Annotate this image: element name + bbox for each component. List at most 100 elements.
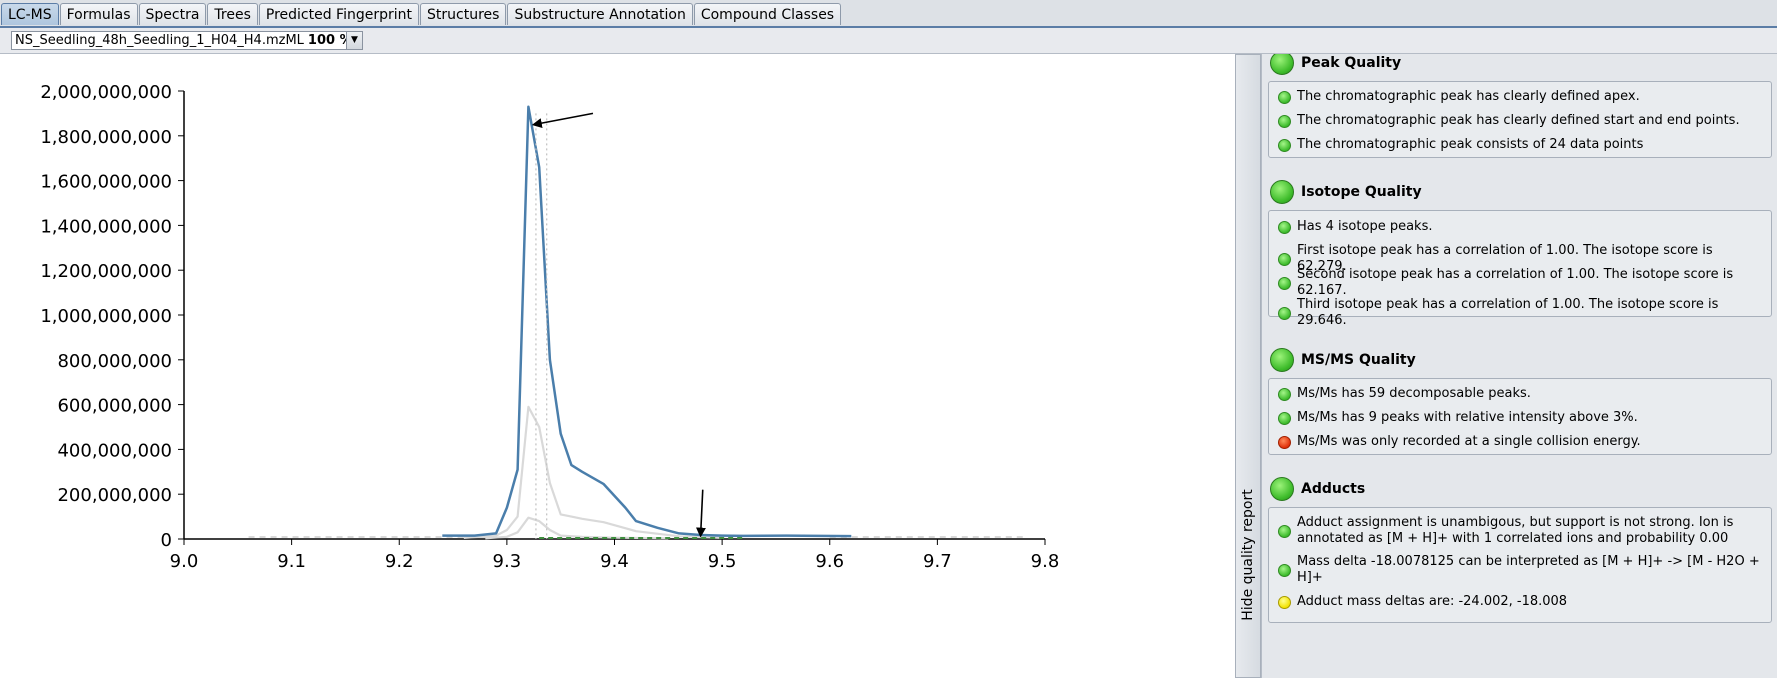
x-tick-label: 9.4	[600, 551, 629, 572]
status-ok-icon	[1278, 306, 1291, 320]
main-ion-trace	[442, 105, 852, 538]
tab-compound-classes[interactable]: Compound Classes	[693, 3, 842, 25]
x-tick-label: 9.0	[170, 551, 199, 572]
list-item: Second isotope peak has a correlation of…	[1278, 267, 1765, 299]
annotation-arrow	[531, 112, 594, 129]
isotope-trace	[463, 405, 723, 539]
status-ok-icon	[1278, 252, 1291, 266]
status-ok-icon	[1278, 524, 1291, 538]
tab-predicted-fingerprint[interactable]: Predicted Fingerprint	[258, 3, 420, 25]
selected-percent-label: 100 %	[307, 33, 353, 48]
status-ok-icon	[1278, 563, 1291, 577]
tab-substructure-annotation[interactable]: Substructure Annotation	[507, 3, 693, 25]
tab-structures[interactable]: Structures	[420, 3, 507, 25]
quality-report-panel: Peak Quality The chromatographic peak ha…	[1261, 54, 1777, 678]
quality-item-text: Ms/Ms has 59 decomposable peaks.	[1297, 386, 1531, 401]
y-tick-label: 600,000,000	[57, 396, 172, 417]
isotope-quality-box: Has 4 isotope peaks. First isotope peak …	[1268, 210, 1772, 328]
y-tick-label: 1,200,000,000	[40, 261, 172, 282]
status-ok-icon	[1278, 114, 1291, 128]
list-item: Ms/Ms has 9 peaks with relative intensit…	[1278, 410, 1765, 426]
annotation-arrow	[695, 489, 706, 538]
peak-quality-status-icon	[1270, 54, 1294, 75]
msms-quality-title: MS/MS Quality	[1301, 352, 1416, 368]
quality-item-text: Ms/Ms was only recorded at a single coll…	[1297, 434, 1641, 449]
quality-item-text: First isotope peak has a correlation of …	[1297, 243, 1713, 274]
msms-quality-status-icon	[1270, 348, 1294, 372]
quality-item-text: Mass delta -18.0078125 can be interprete…	[1297, 554, 1760, 585]
list-item: Adduct mass deltas are: -24.002, -18.008	[1278, 594, 1765, 610]
hide-quality-report-label: Hide quality report	[1240, 489, 1256, 621]
adducts-status-icon	[1270, 477, 1294, 501]
quality-item-text: Adduct assignment is unambigous, but sup…	[1297, 515, 1734, 546]
peak-quality-box: The chromatographic peak has clearly def…	[1268, 81, 1772, 158]
list-item: The chromatographic peak has clearly def…	[1278, 113, 1765, 129]
y-tick-label: 0	[161, 530, 172, 551]
status-ok-icon	[1278, 411, 1291, 425]
y-tick-label: 1,800,000,000	[40, 127, 172, 148]
mzml-file-dropdown[interactable]: NS_Seedling_48h_Seedling_1_H04_H4.mzML 10…	[11, 31, 363, 50]
status-ok-icon	[1278, 276, 1291, 290]
adducts-title: Adducts	[1301, 481, 1366, 497]
status-ok-icon	[1278, 387, 1291, 401]
quality-item-text: Third isotope peak has a correlation of …	[1297, 297, 1719, 328]
status-ok-icon	[1278, 90, 1291, 104]
quality-item-text: Second isotope peak has a correlation of…	[1297, 267, 1734, 298]
tab-bar: LC-MS Formulas Spectra Trees Predicted Finge…	[0, 0, 1777, 28]
status-ok-icon	[1278, 138, 1291, 152]
x-tick-label: 9.1	[277, 551, 306, 572]
list-item: Has 4 isotope peaks.	[1278, 219, 1765, 235]
adducts-box: Adduct assignment is unambigous, but sup…	[1268, 507, 1772, 623]
msms-quality-header: MS/MS Quality	[1270, 346, 1416, 374]
tab-lc-ms[interactable]: LC-MS	[1, 3, 59, 25]
lcms-chromatogram-chart: 9.0 9.1 9.2 9.3 9.4 9.5 9.6 9.7 9.8 0 200,000,000 4…	[40, 82, 1059, 572]
x-tick-label: 9.6	[815, 551, 844, 572]
tab-trees[interactable]: Trees	[207, 3, 258, 25]
hide-quality-report-button[interactable]: Hide quality report	[1235, 54, 1261, 678]
y-tick-label: 200,000,000	[57, 485, 172, 506]
msms-quality-box: Ms/Ms has 59 decomposable peaks. Ms/Ms h…	[1268, 378, 1772, 455]
status-ok-icon	[1278, 220, 1291, 234]
quality-item-text: The chromatographic peak consists of 24 …	[1297, 137, 1644, 152]
x-tick-label: 9.2	[385, 551, 414, 572]
tab-list: LC-MS Formulas Spectra Trees Predicted Finge…	[0, 3, 842, 27]
tab-spectra[interactable]: Spectra	[138, 3, 207, 25]
list-item: Mass delta -18.0078125 can be interprete…	[1278, 554, 1765, 586]
list-item: The chromatographic peak has clearly def…	[1278, 89, 1765, 105]
x-tick-label: 9.8	[1031, 551, 1060, 572]
quality-item-text: Adduct mass deltas are: -24.002, -18.008	[1297, 594, 1568, 609]
isotope-quality-status-icon	[1270, 180, 1294, 204]
list-item: Ms/Ms has 59 decomposable peaks.	[1278, 386, 1765, 402]
y-tick-label: 1,600,000,000	[40, 172, 172, 193]
quality-item-text: Has 4 isotope peaks.	[1297, 219, 1433, 234]
isotope-quality-title: Isotope Quality	[1301, 184, 1422, 200]
tab-formulas[interactable]: Formulas	[59, 3, 138, 25]
list-item: Ms/Ms was only recorded at a single coll…	[1278, 434, 1765, 450]
quality-item-text: The chromatographic peak has clearly def…	[1297, 89, 1640, 104]
chart-axes	[183, 91, 1045, 540]
isotope-quality-header: Isotope Quality	[1270, 178, 1422, 206]
x-tick-label: 9.5	[708, 551, 737, 572]
chart-ticks: 9.0 9.1 9.2 9.3 9.4 9.5 9.6 9.7 9.8 0 200,000,000 4…	[40, 82, 1059, 572]
chart-overlays	[531, 112, 706, 539]
y-tick-label: 2,000,000,000	[40, 82, 172, 103]
adducts-header: Adducts	[1270, 475, 1365, 503]
peak-quality-title: Peak Quality	[1301, 55, 1402, 71]
y-tick-label: 1,000,000,000	[40, 306, 172, 327]
y-tick-label: 1,400,000,000	[40, 216, 172, 237]
chart-series	[248, 105, 1024, 540]
list-item: The chromatographic peak consists of 24 …	[1278, 137, 1765, 153]
y-tick-label: 400,000,000	[57, 440, 172, 461]
feature-selector-bar: NS_Seedling_48h_Seedling_1_H04_H4.mzML 10…	[0, 28, 1777, 54]
status-warning-icon	[1278, 595, 1291, 609]
peak-quality-header: Peak Quality	[1270, 54, 1401, 77]
x-tick-label: 9.3	[493, 551, 522, 572]
list-item: First isotope peak has a correlation of …	[1278, 243, 1765, 275]
status-error-icon	[1278, 435, 1291, 449]
list-item: Third isotope peak has a correlation of …	[1278, 297, 1765, 329]
quality-item-text: The chromatographic peak has clearly def…	[1297, 113, 1740, 128]
y-tick-label: 800,000,000	[57, 351, 172, 372]
list-item: Adduct assignment is unambigous, but sup…	[1278, 515, 1765, 547]
chevron-down-icon[interactable]: ▼	[346, 32, 362, 49]
quality-item-text: Ms/Ms has 9 peaks with relative intensit…	[1297, 410, 1638, 425]
